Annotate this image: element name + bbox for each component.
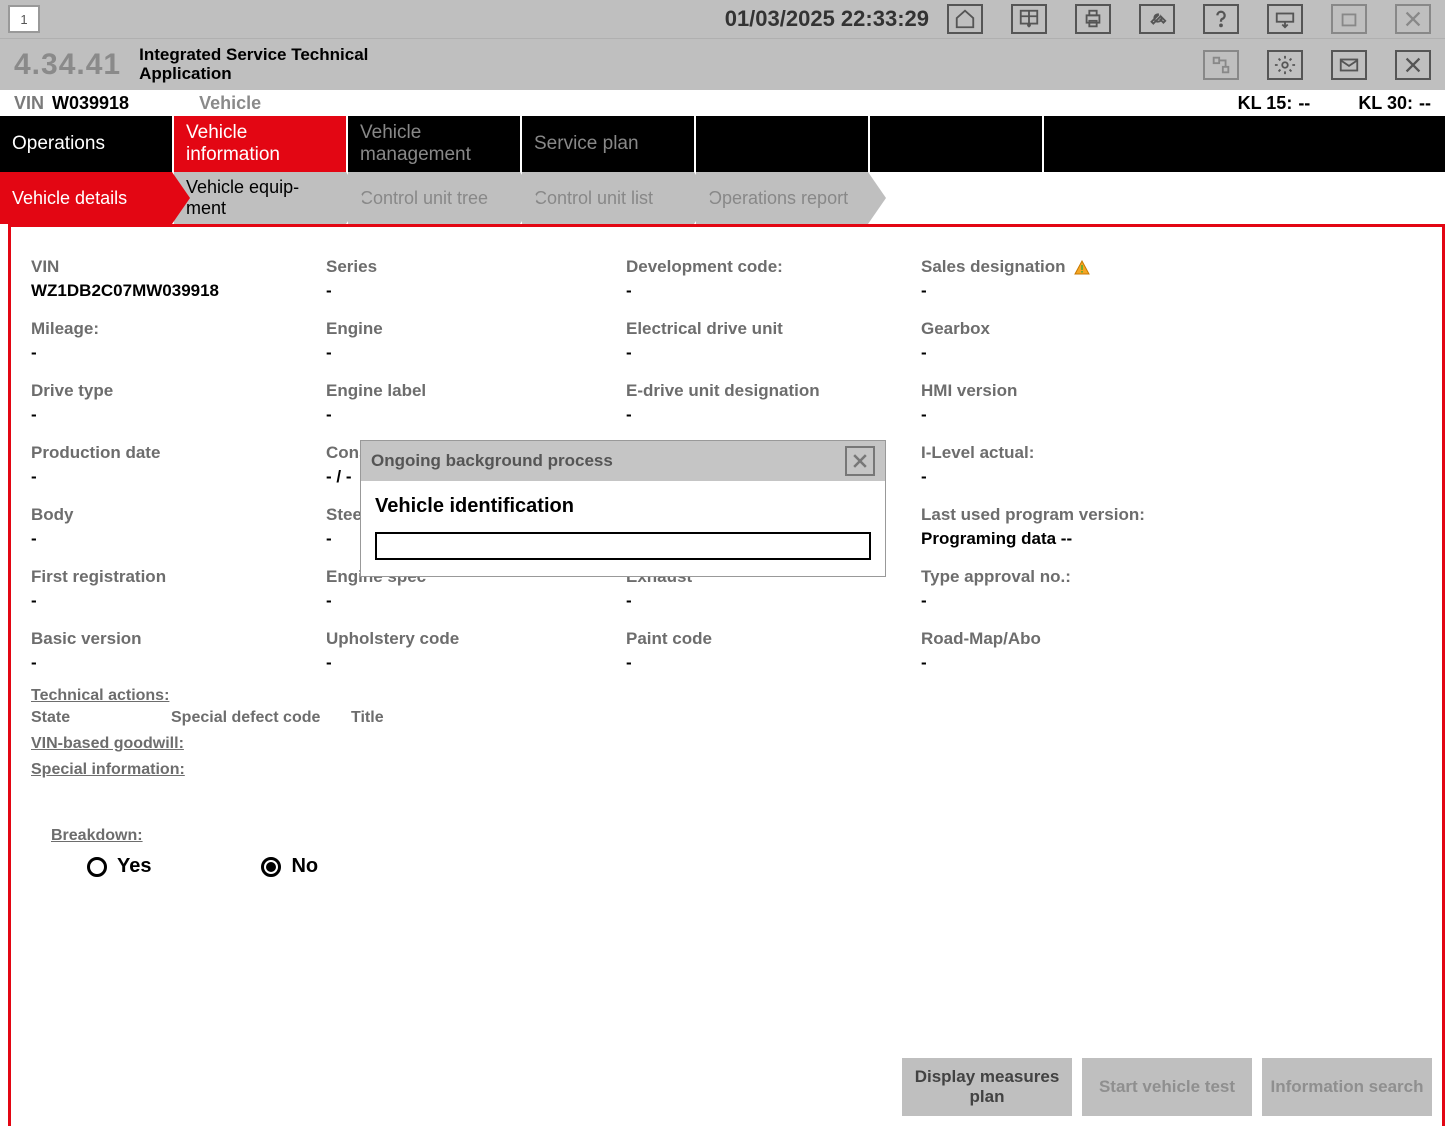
- dialog-title: Ongoing background process: [371, 451, 613, 471]
- progress-bar: [375, 532, 871, 560]
- special-info-heading: Special information:: [31, 761, 1422, 779]
- radio-yes-label: Yes: [117, 855, 151, 878]
- bottom-buttons: Display measures plan Start vehicle test…: [902, 1058, 1432, 1116]
- dialog-close-button[interactable]: [845, 446, 875, 476]
- tab-empty-1: [696, 116, 870, 172]
- ta-col-state: State: [31, 709, 141, 727]
- content-panel: VINWZ1DB2C07MW039918 Series- Development…: [8, 224, 1445, 1126]
- tab-operations[interactable]: Operations: [0, 116, 174, 172]
- field-series: Series-: [326, 257, 626, 301]
- background-process-dialog: Ongoing background process Vehicle ident…: [360, 440, 886, 577]
- field-electrical-drive-unit: Electrical drive unit-: [626, 319, 921, 363]
- field-gearbox: Gearbox-: [921, 319, 1221, 363]
- field-mileage: Mileage:-: [31, 319, 326, 363]
- field-last-program-version: Last used program version:Programing dat…: [921, 505, 1221, 549]
- technical-actions-heading: Technical actions:: [31, 687, 1422, 705]
- subtab-vehicle-equipment[interactable]: Vehicle equip- ment: [174, 172, 346, 224]
- field-hmi-version: HMI version-: [921, 381, 1221, 425]
- connection-icon[interactable]: [1203, 50, 1239, 80]
- secondary-close-icon[interactable]: [1395, 50, 1431, 80]
- tab-vehicle-management[interactable]: Vehicle management: [348, 116, 522, 172]
- display-measures-button[interactable]: Display measures plan: [902, 1058, 1072, 1116]
- help-icon[interactable]: [1203, 4, 1239, 34]
- vin-label: VIN: [14, 93, 44, 114]
- mail-icon[interactable]: [1331, 50, 1367, 80]
- ta-col-defect: Special defect code: [171, 709, 321, 727]
- vin-goodwill-heading: VIN-based goodwill:: [31, 735, 1422, 753]
- dialog-titlebar: Ongoing background process: [361, 441, 885, 481]
- subtab-control-unit-list[interactable]: Control unit list: [522, 172, 694, 224]
- titlebar: 1 01/03/2025 22:33:29: [0, 0, 1445, 38]
- breakdown-section: Breakdown: Yes No: [31, 827, 1422, 878]
- kl15: KL 15:--: [1238, 93, 1311, 114]
- field-basic-version: Basic version-: [31, 629, 326, 673]
- vin-row: VIN W039918 Vehicle KL 15:-- KL 30:--: [0, 90, 1445, 116]
- field-engine: Engine-: [326, 319, 626, 363]
- close-icon[interactable]: [1395, 4, 1431, 34]
- home-icon[interactable]: [947, 4, 983, 34]
- radio-no-label: No: [291, 855, 318, 878]
- tab-empty-3: [1044, 116, 1218, 172]
- main-tabs: Operations Vehicle information Vehicle m…: [0, 116, 1445, 172]
- vehicle-placeholder: Vehicle: [199, 93, 261, 114]
- field-sales-designation: Sales designation -: [921, 257, 1221, 301]
- tab-service-plan[interactable]: Service plan: [522, 116, 696, 172]
- start-vehicle-test-button[interactable]: Start vehicle test: [1082, 1058, 1252, 1116]
- window-index-button[interactable]: 1: [8, 5, 40, 33]
- field-upholstery-code: Upholstery code-: [326, 629, 626, 673]
- field-first-registration: First registration-: [31, 567, 326, 611]
- field-edrive-designation: E-drive unit designation-: [626, 381, 921, 425]
- field-paint-code: Paint code-: [626, 629, 921, 673]
- breakdown-heading: Breakdown:: [51, 827, 143, 844]
- tab-vehicle-information[interactable]: Vehicle information: [174, 116, 348, 172]
- app-version: 4.34.41: [14, 48, 121, 82]
- keyboard-icon[interactable]: [1267, 4, 1303, 34]
- field-body: Body-: [31, 505, 326, 549]
- subtab-operations-report[interactable]: Operations report: [696, 172, 868, 224]
- print-icon[interactable]: [1075, 4, 1111, 34]
- kl30: KL 30:--: [1358, 93, 1431, 114]
- breakdown-radio-yes[interactable]: Yes: [87, 855, 151, 878]
- vin-value: W039918: [52, 93, 129, 114]
- field-vin: VINWZ1DB2C07MW039918: [31, 257, 326, 301]
- sub-tabs: Vehicle details Vehicle equip- ment Cont…: [0, 172, 1445, 224]
- technical-actions-section: Technical actions: State Special defect …: [31, 687, 1422, 779]
- dialog-heading: Vehicle identification: [375, 495, 871, 518]
- field-engine-label: Engine label-: [326, 381, 626, 425]
- window-restore-icon[interactable]: [1331, 4, 1367, 34]
- subtab-vehicle-details[interactable]: Vehicle details: [0, 172, 172, 224]
- datetime-display: 01/03/2025 22:33:29: [725, 6, 929, 32]
- app-name: Integrated Service Technical Application: [139, 46, 399, 83]
- warning-icon: [1074, 260, 1090, 276]
- field-production-date: Production date-: [31, 443, 326, 487]
- ta-col-title: Title: [351, 709, 384, 727]
- settings-gear-icon[interactable]: [1267, 50, 1303, 80]
- breakdown-radio-no[interactable]: No: [261, 855, 318, 878]
- header-bar: 4.34.41 Integrated Service Technical App…: [0, 38, 1445, 90]
- subtab-control-unit-tree[interactable]: Control unit tree: [348, 172, 520, 224]
- field-roadmap: Road-Map/Abo-: [921, 629, 1221, 673]
- field-ilevel-actual: I-Level actual:-: [921, 443, 1221, 487]
- field-dev-code: Development code:-: [626, 257, 921, 301]
- layout-icon[interactable]: [1011, 4, 1047, 34]
- information-search-button[interactable]: Information search: [1262, 1058, 1432, 1116]
- field-type-approval: Type approval no.:-: [921, 567, 1221, 611]
- tab-empty-2: [870, 116, 1044, 172]
- field-drive-type: Drive type-: [31, 381, 326, 425]
- wrench-icon[interactable]: [1139, 4, 1175, 34]
